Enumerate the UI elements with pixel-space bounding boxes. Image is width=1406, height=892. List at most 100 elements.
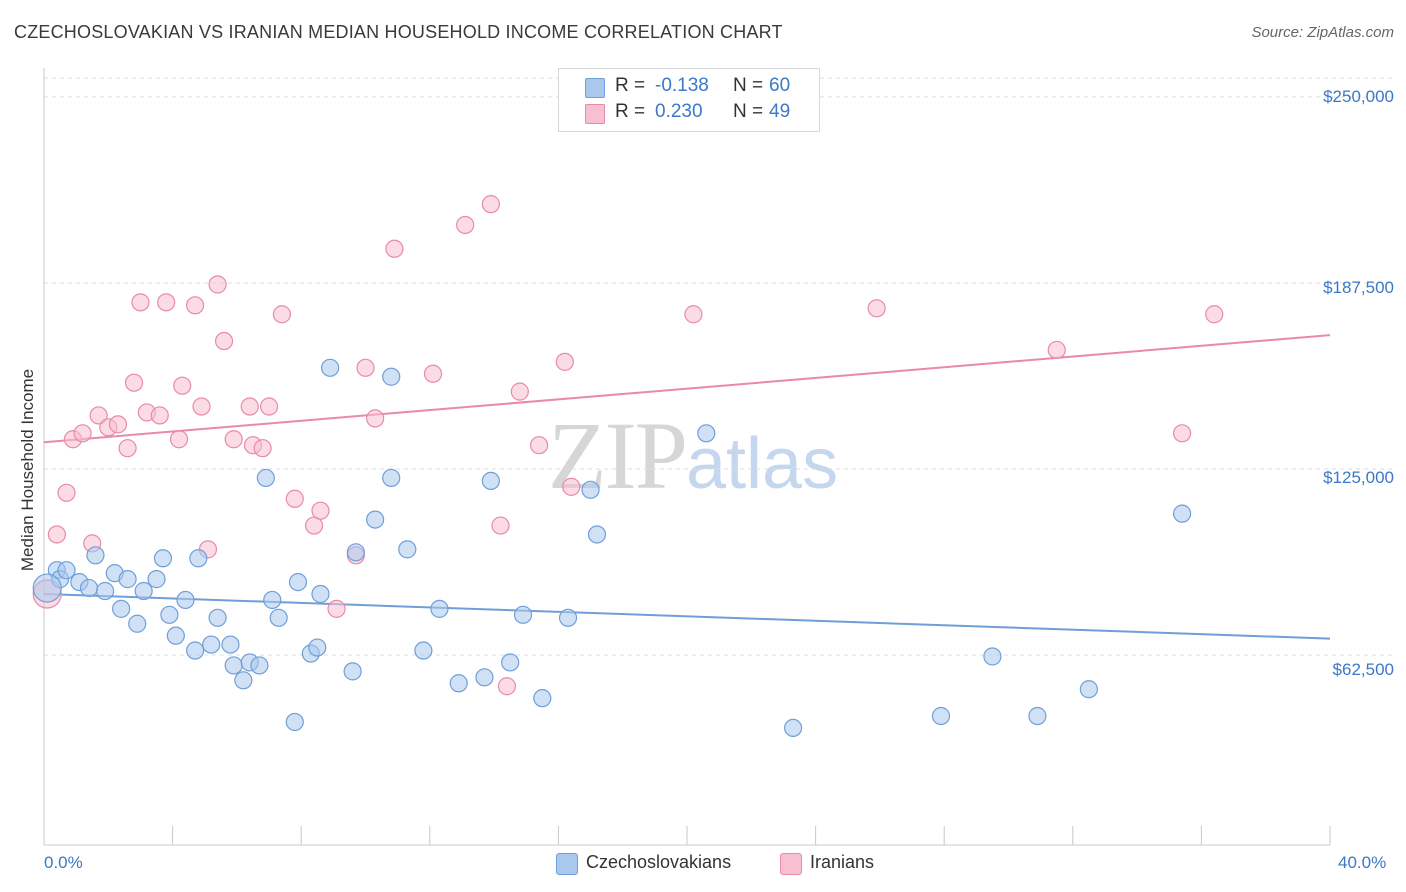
data-point (1173, 504, 1192, 523)
data-point (555, 352, 574, 371)
data-point (240, 397, 259, 416)
data-point (173, 376, 192, 395)
data-point (346, 543, 365, 562)
y-tick-label: $250,000 (1323, 87, 1394, 106)
data-point (1205, 305, 1224, 324)
data-point (1079, 680, 1098, 699)
data-point (356, 358, 375, 377)
data-point (186, 296, 205, 315)
data-point (562, 477, 581, 496)
data-point (382, 367, 401, 386)
data-point (32, 573, 62, 603)
data-point (86, 546, 105, 565)
data-point (456, 215, 475, 235)
x-tick-label: 40.0% (1338, 853, 1387, 872)
data-point (491, 516, 510, 535)
data-point (160, 605, 179, 624)
data-point (124, 373, 144, 392)
data-point (366, 510, 385, 529)
data-point (47, 525, 66, 544)
data-point (684, 305, 703, 324)
data-point (343, 662, 362, 681)
data-point (189, 549, 208, 568)
data-point (118, 439, 137, 458)
data-point (581, 480, 600, 499)
data-point (256, 468, 275, 488)
data-point (234, 671, 253, 690)
legend-r-label: R = (615, 101, 646, 122)
data-point (530, 436, 549, 455)
data-point (176, 590, 195, 610)
legend-swatch-blue (585, 78, 605, 98)
data-point (497, 677, 517, 696)
data-point (533, 689, 552, 708)
data-point (783, 718, 803, 738)
x-tick-label: 0.0% (44, 853, 83, 872)
data-point (263, 590, 282, 610)
data-point (513, 605, 533, 624)
data-point (147, 570, 166, 589)
data-point (1028, 706, 1047, 726)
data-point (89, 406, 108, 425)
data-point (208, 275, 227, 294)
data-point (501, 653, 520, 672)
data-point (73, 424, 92, 443)
data-point (311, 501, 330, 520)
data-point (983, 647, 1002, 666)
axes (43, 68, 1331, 846)
data-point (166, 626, 185, 645)
data-point (202, 635, 221, 654)
legend-n-label: N = (733, 101, 764, 122)
y-tick-label: $187,500 (1323, 278, 1394, 297)
data-point (558, 608, 578, 627)
trend-line (43, 592, 1331, 640)
data-point (250, 656, 269, 675)
data-point (153, 549, 173, 568)
data-point (259, 397, 279, 416)
data-point (95, 581, 115, 601)
data-point (414, 641, 433, 660)
y-tick-label: $125,000 (1323, 468, 1394, 487)
data-point (128, 614, 147, 633)
legend-n-value: 49 (769, 101, 791, 122)
legend-r-value: -0.138 (655, 75, 709, 96)
legend-n-label: N = (733, 75, 764, 96)
data-point (224, 430, 243, 449)
data-point (311, 584, 330, 604)
data-point (1173, 424, 1192, 443)
data-point (449, 674, 468, 693)
data-point (430, 599, 449, 618)
legend-label: Iranians (810, 852, 875, 872)
data-point (224, 656, 243, 675)
data-points (32, 195, 1224, 738)
data-point (157, 293, 176, 312)
chart-title: CZECHOSLOVAKIAN VS IRANIAN MEDIAN HOUSEH… (14, 22, 783, 42)
data-point (510, 382, 529, 401)
legend-r-label: R = (615, 75, 646, 96)
y-axis-label: Median Household Income (18, 368, 37, 572)
data-point (321, 358, 340, 377)
data-point (697, 424, 716, 443)
data-point (221, 635, 240, 654)
data-point (288, 572, 308, 592)
trend-line (43, 334, 1331, 444)
legend-label: Czechoslovakians (586, 852, 732, 872)
trend-lines (43, 334, 1331, 640)
data-point (131, 293, 150, 312)
source-credit: Source: ZipAtlas.com (1251, 24, 1394, 41)
data-point (208, 608, 227, 627)
data-point (57, 561, 76, 580)
data-point (1047, 340, 1066, 360)
data-point (398, 540, 417, 559)
data-point (118, 570, 137, 589)
data-point (272, 305, 292, 324)
data-point (382, 468, 401, 488)
data-point (186, 641, 205, 660)
data-point (587, 525, 607, 544)
data-point (327, 599, 346, 618)
gridlines (44, 77, 1395, 656)
data-point (285, 489, 304, 508)
data-point (481, 471, 500, 491)
data-point (150, 406, 169, 425)
